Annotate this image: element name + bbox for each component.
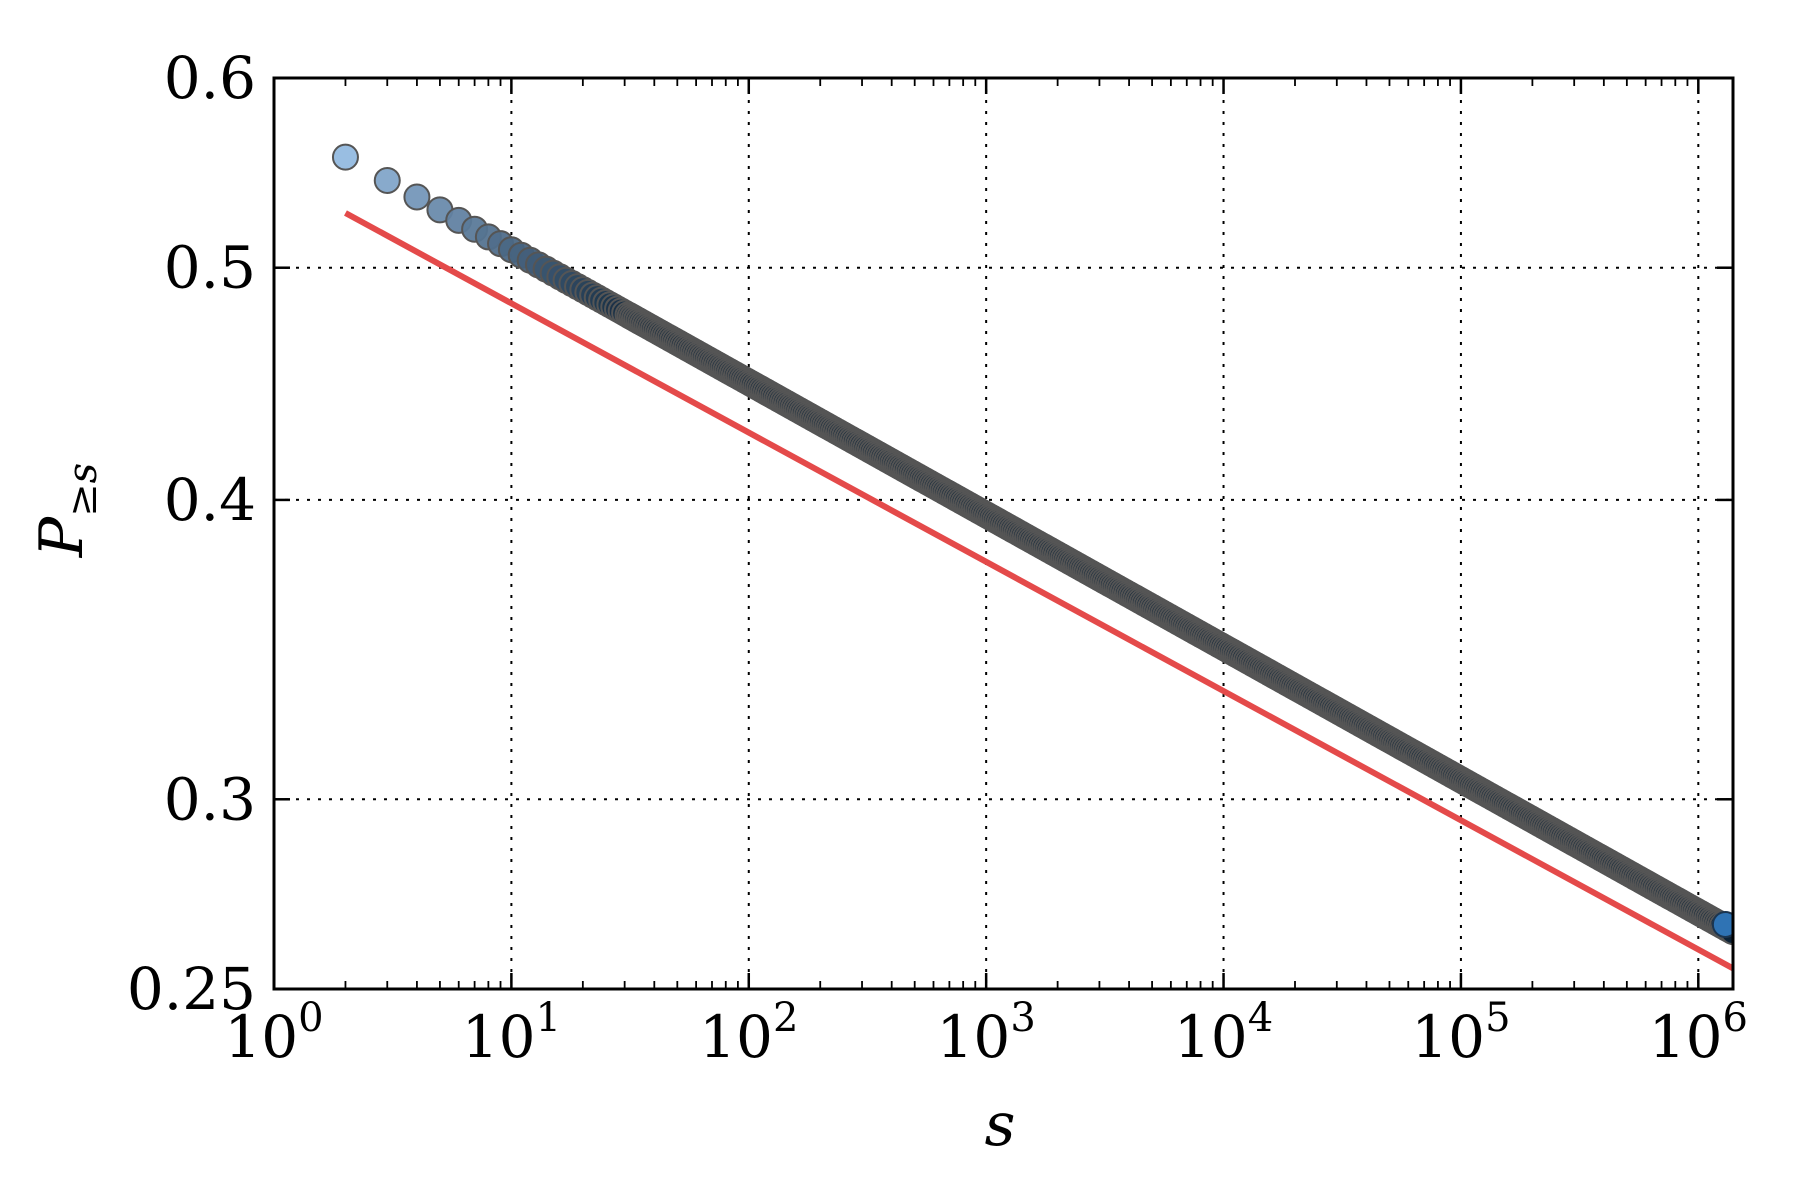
y-tick-label: 0.5 xyxy=(164,234,256,302)
x-tick-label: 102 xyxy=(699,995,798,1071)
x-axis-label: s xyxy=(985,1090,1016,1160)
x-tick-label-base: 10 xyxy=(1174,1003,1248,1071)
x-tick-label-base: 10 xyxy=(699,1003,773,1071)
x-tick-label: 106 xyxy=(1649,995,1748,1071)
x-tick-label-exponent: 5 xyxy=(1485,995,1510,1041)
plot-frame xyxy=(272,76,1735,991)
x-tick-label-exponent: 2 xyxy=(773,995,798,1041)
scatter-point xyxy=(331,143,359,171)
x-tick-label-base: 10 xyxy=(224,1003,298,1071)
svg-text:P≥s: P≥s xyxy=(27,463,106,558)
y-axis-label: P≥s xyxy=(27,463,106,558)
x-tick-label-exponent: 4 xyxy=(1248,995,1273,1041)
scatter-point xyxy=(373,166,401,194)
y-tick-label: 0.6 xyxy=(164,44,256,112)
scatter-point xyxy=(403,183,431,211)
fit-line-layer xyxy=(344,210,1735,972)
x-tick-label: 105 xyxy=(1411,995,1510,1071)
fit-line xyxy=(344,210,1735,972)
y-axis-label-sub: ≥s xyxy=(60,463,106,517)
x-tick-label: 100 xyxy=(224,995,323,1071)
y-tick-label: 0.3 xyxy=(164,765,256,833)
scatter-points-layer xyxy=(331,143,1733,946)
x-tick-label-base: 10 xyxy=(1649,1003,1723,1071)
x-tick-label: 101 xyxy=(462,995,561,1071)
x-tick-label-base: 10 xyxy=(937,1003,1011,1071)
axis-ticks xyxy=(272,76,1733,991)
x-tick-label: 104 xyxy=(1174,995,1273,1071)
y-axis-label-main: P xyxy=(27,515,97,558)
scatter-point-last xyxy=(1711,910,1733,938)
x-tick-label-base: 10 xyxy=(1411,1003,1485,1071)
x-tick-label-exponent: 0 xyxy=(298,995,323,1041)
x-tick-label: 103 xyxy=(937,995,1036,1071)
x-tick-label-exponent: 1 xyxy=(536,995,561,1041)
x-tick-label-base: 10 xyxy=(462,1003,536,1071)
x-tick-label-exponent: 6 xyxy=(1722,995,1747,1041)
x-tick-label-exponent: 3 xyxy=(1010,995,1035,1041)
y-tick-label: 0.4 xyxy=(164,466,256,534)
y-tick-label: 0.25 xyxy=(127,955,256,1023)
